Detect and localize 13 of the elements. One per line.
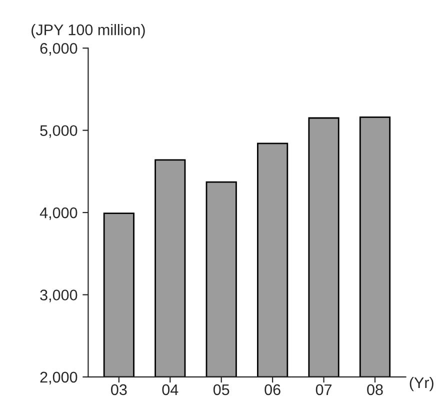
x-tick-label: 04 [162, 384, 178, 396]
y-tick-label: 3,000 [40, 290, 78, 302]
y-tick-label: 5,000 [40, 125, 78, 138]
y-axis-title: (JPY 100 million) [32, 24, 145, 38]
y-tick-label: 4,000 [40, 207, 78, 220]
y-tick-label: 6,000 [40, 42, 78, 56]
x-tick-label: 03 [111, 384, 127, 396]
x-tick-label: 08 [367, 384, 383, 396]
x-axis-title: (Yr) [410, 376, 434, 392]
x-tick-label: 06 [264, 384, 280, 396]
y-tick-label: 2,000 [40, 372, 78, 384]
x-tick-label: 07 [316, 384, 332, 396]
x-tick-label: 05 [213, 384, 230, 396]
